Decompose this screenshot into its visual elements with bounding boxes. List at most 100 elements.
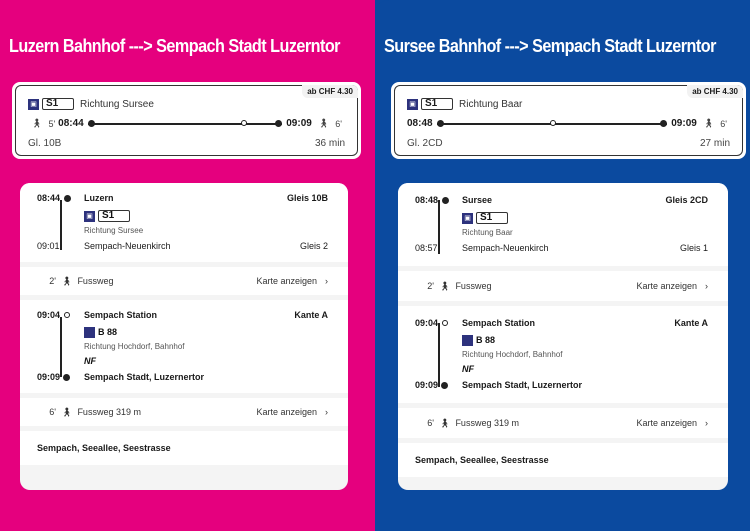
stop-dot xyxy=(442,320,448,326)
walk-label: Fussweg xyxy=(77,276,114,286)
walk-leg[interactable]: 6' 🚶︎ Fussweg 319 m Karte anzeigen › xyxy=(398,408,728,439)
note: NF xyxy=(462,364,474,375)
walk-leg[interactable]: 2' 🚶︎ Fussweg Karte anzeigen › xyxy=(20,267,348,295)
walk-label: Fussweg 319 m xyxy=(77,407,141,418)
walk-label: Fussweg 319 m xyxy=(455,418,519,429)
from-stop: Sempach Station xyxy=(462,318,536,328)
walk-icon: 🚶︎ xyxy=(317,118,330,128)
line-row: B 88 xyxy=(37,327,328,339)
line-name: B 88 xyxy=(476,335,496,345)
duration: 27 min xyxy=(699,138,730,149)
leg-end: 09:01 Sempach-Neuenkirch Gleis 2 xyxy=(37,241,328,254)
timeline: 08:48 09:09 🚶︎ 6' xyxy=(407,118,730,129)
leg-start: 09:04 Sempach Station Kante A xyxy=(37,310,328,323)
walk-after: 6' xyxy=(335,118,342,129)
walk-minutes: 6' xyxy=(49,407,56,418)
walk-icon: 🚶︎ xyxy=(702,118,715,128)
rail xyxy=(441,195,462,207)
depart-time: 08:48 xyxy=(407,118,433,129)
timeline-bar xyxy=(87,119,283,127)
change-dot xyxy=(549,120,556,126)
direction: Richtung Hochdorf, Bahnhof xyxy=(462,350,563,360)
leg-start: 09:04 Sempach Station Kante A xyxy=(415,318,708,331)
arrival-time: 08:57 xyxy=(415,243,438,253)
chevron-right-icon[interactable]: › xyxy=(325,407,328,418)
chevron-right-icon[interactable]: › xyxy=(325,276,328,286)
departure-time: 09:04 xyxy=(37,310,61,320)
route-title: Sursee Bahnhof ---> Sempach Stadt Luzern… xyxy=(384,36,716,56)
connection-summary[interactable]: ab CHF 4.30 ▣ S1 Richtung Sursee 🚶︎ 5' 08:44 09… xyxy=(15,85,358,156)
train-icon: ▣ xyxy=(84,210,95,222)
stop-dot xyxy=(442,197,449,204)
from-stop: Luzern xyxy=(84,193,114,203)
line-row: ▣ S1 xyxy=(37,210,328,222)
departure-time: 08:44 xyxy=(37,193,61,203)
from-platform: Kante A xyxy=(674,318,708,328)
connection-summary-card[interactable]: ab CHF 4.30 ▣ S1 Richtung Sursee 🚶︎ 5' 08:44 09… xyxy=(12,82,361,159)
leg-start: 08:44 Luzern Gleis 10B xyxy=(37,193,328,206)
line-row: ▣ S1 Richtung Baar xyxy=(407,98,730,110)
rail xyxy=(63,372,84,384)
walk-leg[interactable]: 6' 🚶︎ Fussweg 319 m Karte anzeigen › xyxy=(20,398,348,427)
to-stop: Sempach-Neuenkirch xyxy=(84,241,171,251)
line-badge: S1 xyxy=(476,212,508,224)
to-stop: Sempach Stadt, Luzernertor xyxy=(84,372,205,383)
connection-summary[interactable]: ab CHF 4.30 ▣ S1 Richtung Baar 08:48 09:09 🚶︎ 6… xyxy=(394,85,743,156)
route-title: Luzern Bahnhof ---> Sempach Stadt Luzern… xyxy=(9,36,340,56)
destination: Sempach, Seeallee, Seestrasse xyxy=(20,431,348,466)
bus-icon xyxy=(462,335,473,347)
rail xyxy=(63,241,84,253)
rail xyxy=(441,243,462,255)
chevron-right-icon[interactable]: › xyxy=(705,418,708,429)
walk-after: 6' xyxy=(720,118,727,129)
departure-time: 09:04 xyxy=(415,318,439,328)
summary-footer: Gl. 2CD 27 min xyxy=(407,138,730,149)
rail xyxy=(63,310,84,322)
line-badge: S1 xyxy=(98,210,130,222)
leg-end: 09:09 Sempach Stadt, Luzernertor xyxy=(415,380,708,393)
chevron-right-icon[interactable]: › xyxy=(705,281,708,291)
show-map-link[interactable]: Karte anzeigen xyxy=(256,276,317,286)
show-map-link[interactable]: Karte anzeigen xyxy=(256,407,317,418)
stop-dot xyxy=(441,382,448,390)
walk-minutes: 2' xyxy=(427,281,434,291)
price-badge: ab CHF 4.30 xyxy=(302,85,358,98)
from-stop: Sempach Station xyxy=(84,310,158,320)
route-panel: Sursee Bahnhof ---> Sempach Stadt Luzern… xyxy=(375,0,750,531)
to-platform: Gleis 2 xyxy=(299,241,328,251)
line-badge: S1 xyxy=(42,98,74,110)
duration: 36 min xyxy=(314,138,345,149)
departure-time: 08:48 xyxy=(415,195,439,205)
leg-start: 08:48 Sursee Gleis 2CD xyxy=(415,195,708,208)
walk-before: 5' xyxy=(48,118,56,129)
to-stop: Sempach Stadt, Luzernertor xyxy=(462,380,583,391)
change-dot xyxy=(241,120,248,126)
start-dot xyxy=(436,119,444,127)
connection-details: 08:44 Luzern Gleis 10B ▣ S1 Richtung Sursee 09… xyxy=(20,183,348,490)
walk-icon: 🚶︎ xyxy=(439,280,451,291)
walk-icon: 🚶︎ xyxy=(31,118,43,128)
from-stop: Sursee xyxy=(462,195,493,205)
stop-dot xyxy=(64,312,70,318)
leg-end: 08:57 Sempach-Neuenkirch Gleis 1 xyxy=(415,243,708,256)
bus-icon xyxy=(84,327,95,339)
train-icon: ▣ xyxy=(462,212,473,224)
to-platform: Gleis 1 xyxy=(679,243,708,253)
walk-leg[interactable]: 2' 🚶︎ Fussweg Karte anzeigen › xyxy=(398,271,728,301)
walk-icon: 🚶︎ xyxy=(439,417,451,428)
route-line xyxy=(438,323,440,388)
journey-leg: 09:04 Sempach Station Kante A B 88 Richtung … xyxy=(398,306,728,404)
depart-time: 08:44 xyxy=(58,118,84,129)
show-map-link[interactable]: Karte anzeigen xyxy=(636,281,697,291)
arrival-time: 09:09 xyxy=(37,372,61,383)
route-line xyxy=(60,317,62,378)
platform: Gl. 2CD xyxy=(407,138,443,149)
rail xyxy=(441,318,462,330)
from-platform: Kante A xyxy=(294,310,328,320)
destination: Sempach, Seeallee, Seestrasse xyxy=(398,443,728,478)
rail xyxy=(441,380,462,392)
connection-summary-card[interactable]: ab CHF 4.30 ▣ S1 Richtung Baar 08:48 09:09 🚶︎ 6… xyxy=(391,82,746,159)
show-map-link[interactable]: Karte anzeigen xyxy=(636,418,697,429)
price-badge: ab CHF 4.30 xyxy=(687,85,743,98)
